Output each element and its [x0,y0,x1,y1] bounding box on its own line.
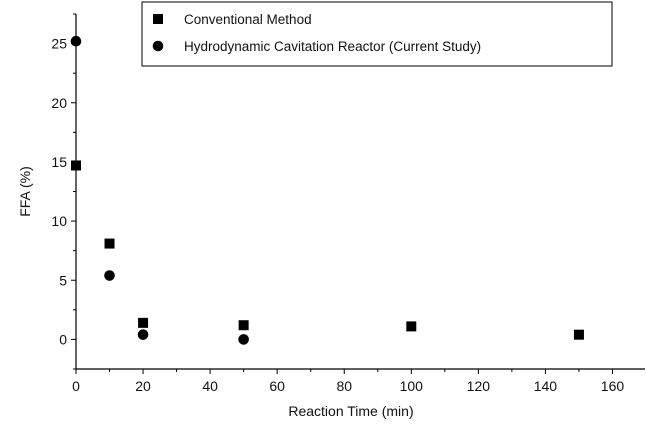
x-axis-ticks: 0 20 40 60 80 100 120 140 160 [72,369,624,394]
x-tick-label: 80 [336,378,352,394]
x-tick-label: 20 [135,378,151,394]
legend-entry: Conventional Method [153,12,312,27]
legend-label: Hydrodynamic Cavitation Reactor (Current… [184,39,481,54]
cavitation-reactor-point [70,35,82,47]
conventional-method-point [406,321,417,332]
data-points [70,35,584,345]
cavitation-reactor-point [238,334,249,345]
x-tick-label: 120 [467,378,491,394]
conventional-method-point [71,160,81,171]
x-tick-label: 60 [269,378,285,394]
y-axis-title: FFA (%) [17,166,33,217]
x-tick-label: 40 [202,378,218,394]
x-tick-label: 160 [601,378,625,394]
conventional-method-point [573,329,584,340]
series-1-points [71,160,584,340]
legend-square-marker [153,14,163,24]
y-tick-label: 20 [51,95,67,111]
y-tick-label: 0 [59,331,67,347]
y-tick-label: 5 [59,272,67,288]
y-tick-label: 15 [51,154,67,170]
legend-entry: Hydrodynamic Cavitation Reactor (Current… [152,39,481,54]
cavitation-reactor-point [104,270,115,281]
chart-legend: Conventional Method Hydrodynamic Cavitati… [141,1,613,67]
legend-circle-marker [152,40,164,52]
y-tick-label: 25 [51,36,67,52]
x-tick-label: 0 [72,378,80,394]
conventional-method-point [238,320,249,331]
y-axis-ticks: 0 5 10 15 20 25 [51,13,76,370]
conventional-method-point [104,238,115,249]
legend-label: Conventional Method [184,12,312,27]
legend-box [141,1,613,67]
x-tick-label: 100 [400,378,424,394]
series-2-points [70,35,249,345]
x-tick-label: 140 [534,378,558,394]
plot-axes: 0 20 40 60 80 100 120 140 160 0 5 10 15 20 25 [51,13,645,394]
legend-entries: Conventional Method Hydrodynamic Cavitati… [152,12,481,54]
cavitation-reactor-point [137,329,149,340]
x-axis-title: Reaction Time (min) [288,403,413,419]
y-tick-label: 10 [51,213,67,229]
conventional-method-point [138,317,149,328]
